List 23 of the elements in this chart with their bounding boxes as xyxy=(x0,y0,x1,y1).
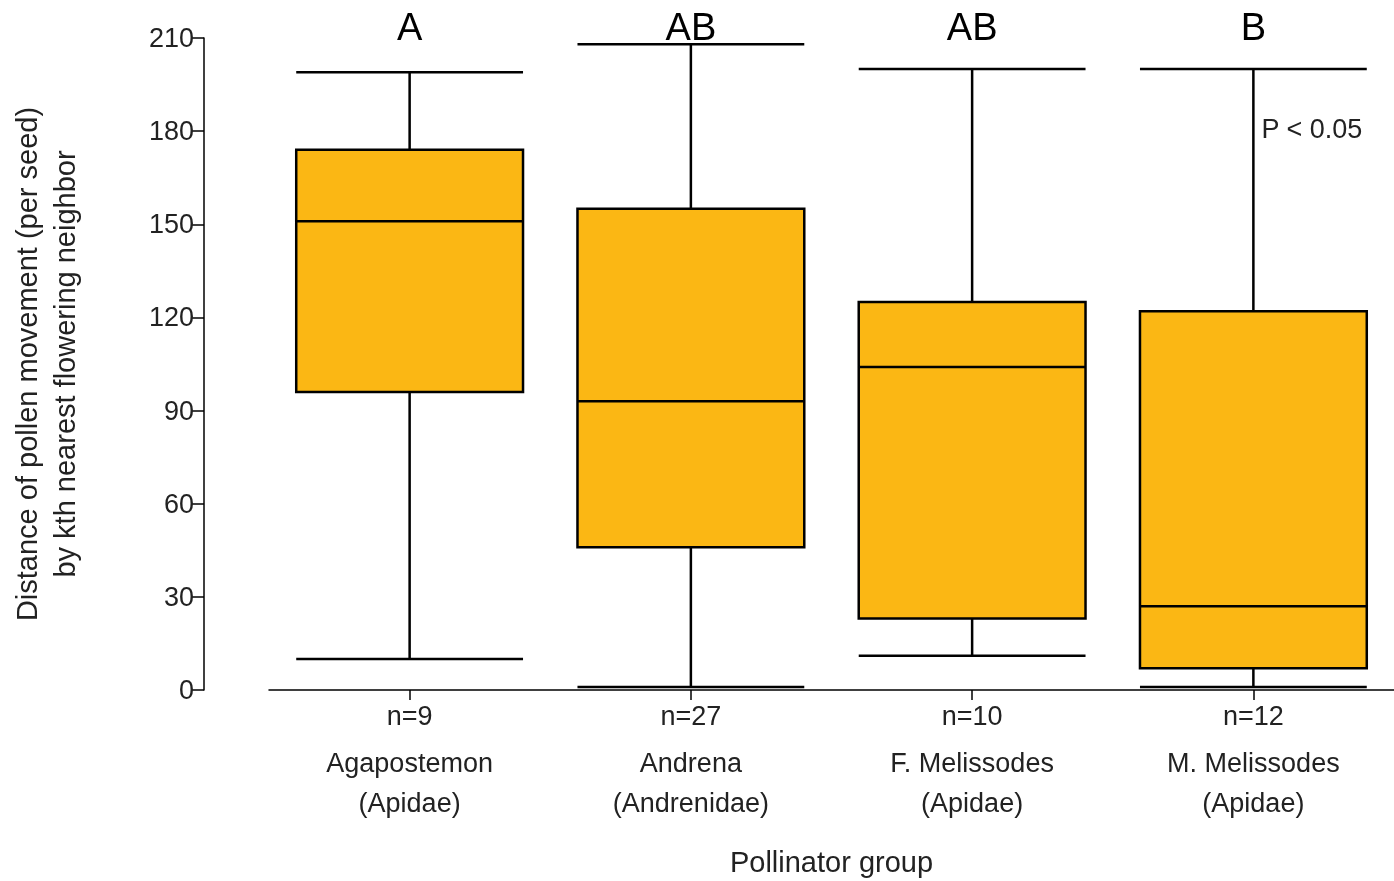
y-tick-label: 180 xyxy=(148,116,194,147)
text: n=10 xyxy=(941,700,1003,731)
y-tick-label: 120 xyxy=(148,302,194,333)
x-tick-label: Agapostemon (Apidae) xyxy=(326,748,493,818)
y-tick-label: 90 xyxy=(163,395,194,426)
y-tick-label: 0 xyxy=(178,675,194,705)
text: n=9 xyxy=(386,700,433,731)
y-axis-title: Distance of pollen movement (per seed) by kth nearest flowering neighbor xyxy=(11,106,81,622)
x-axis-title: Pollinator group xyxy=(729,845,934,878)
y-tick-label: 30 xyxy=(163,581,194,612)
x-tick-label: F. Melissodes (Apidae) xyxy=(890,748,1054,818)
annotation: P < 0.05 xyxy=(1261,114,1363,145)
y-tick-label: 210 xyxy=(148,23,194,53)
x-tick-label: Andrena (Andrenidae) xyxy=(612,748,769,818)
text: n=27 xyxy=(660,700,722,731)
x-tick-label: M. Melissodes (Apidae) xyxy=(1167,748,1340,818)
text: n=12 xyxy=(1222,700,1284,731)
y-tick-label: 150 xyxy=(148,209,194,240)
annotation: AB xyxy=(665,6,717,48)
y-tick-label: 60 xyxy=(163,488,194,519)
annotation: AB xyxy=(946,6,998,48)
annotation: B xyxy=(1240,6,1267,48)
annotation: A xyxy=(396,6,423,48)
